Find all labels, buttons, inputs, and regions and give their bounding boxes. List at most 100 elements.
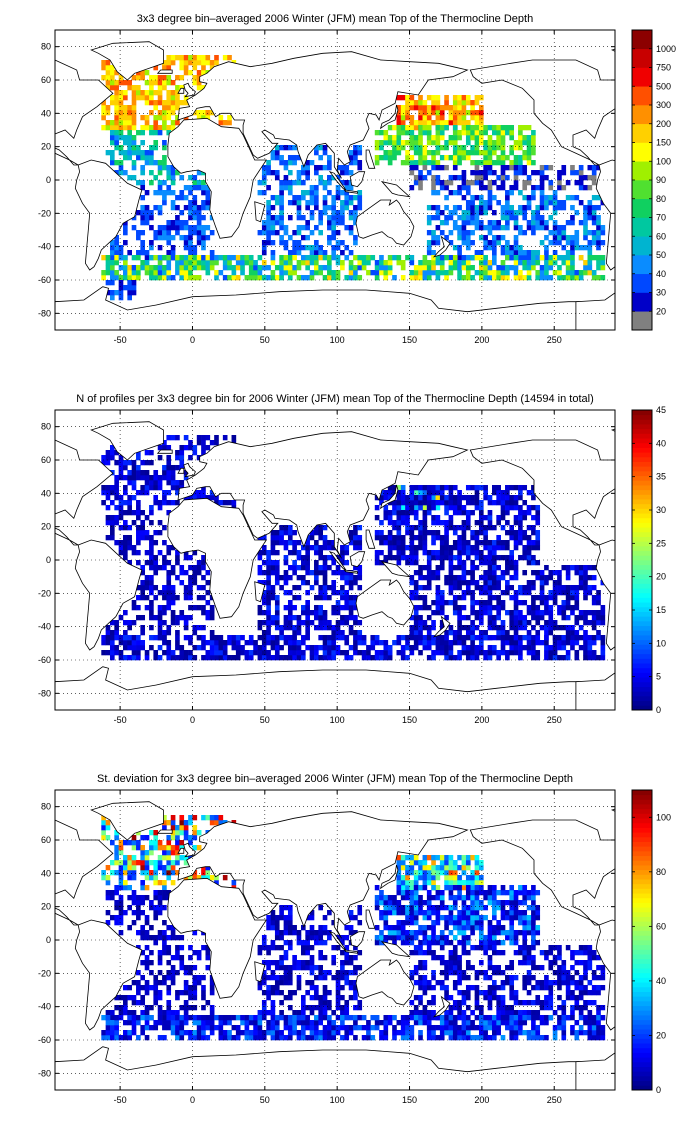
data-cell [109,620,115,626]
data-cell [118,495,124,501]
data-cell [131,470,137,476]
data-cell [274,200,280,206]
data-cell [149,130,154,136]
data-cell [470,530,475,536]
data-cell [379,255,384,261]
data-cell [400,520,406,526]
data-cell [179,815,185,821]
data-cell [444,935,449,941]
data-cell [465,235,471,241]
data-cell [496,540,501,546]
data-cell [105,290,111,296]
colorbar-label: 150 [656,138,671,148]
data-cell [136,540,141,546]
data-cell [292,200,297,206]
data-cell [118,90,124,96]
data-cell [305,265,310,271]
data-cell [383,645,389,651]
data-cell [483,545,488,551]
data-cell [474,860,480,866]
data-cell [465,615,471,621]
data-cell [144,655,150,661]
data-cell [175,490,180,496]
data-cell [123,285,128,291]
data-cell [374,260,380,266]
data-cell [123,865,128,871]
data-cell [348,610,354,616]
data-cell [461,95,467,101]
data-cell [535,225,541,231]
data-cell [149,560,154,566]
data-cell [478,95,484,101]
data-cell [565,565,571,571]
data-cell [300,580,306,586]
data-cell [431,600,436,606]
data-cell [162,560,167,566]
data-cell [314,185,319,191]
data-cell [457,510,462,516]
data-cell [409,880,415,886]
data-cell [496,555,501,561]
data-cell [201,635,206,641]
data-cell [461,180,467,186]
data-cell [422,575,428,581]
data-cell [127,120,132,126]
data-cell [448,180,454,186]
data-cell [340,250,345,256]
data-cell [127,560,132,566]
data-cell [188,205,193,211]
data-cell [444,180,449,186]
data-cell [149,540,154,546]
data-cell [331,275,337,281]
data-cell [409,485,415,491]
data-cell [405,910,410,916]
data-cell [149,225,154,231]
data-cell [109,80,115,86]
data-cell [418,625,423,631]
data-cell [431,905,436,911]
data-cell [413,895,419,901]
data-cell [201,655,206,661]
data-cell [387,895,393,901]
data-cell [418,630,423,636]
data-cell [348,530,354,536]
land-antarctica [575,672,615,710]
data-cell [205,650,211,656]
data-cell [331,210,337,216]
data-cell [209,645,215,651]
data-cell [322,205,328,211]
data-cell [114,905,119,911]
data-cell [500,145,506,151]
data-cell [557,575,562,581]
data-cell [557,175,562,181]
data-cell [474,540,480,546]
data-cell [175,640,180,646]
data-cell [465,135,471,141]
data-cell [422,900,428,906]
data-cell [140,520,146,526]
data-cell [461,155,467,161]
data-cell [379,640,384,646]
data-cell [192,625,198,631]
data-cell [435,180,441,186]
data-cell [531,140,536,146]
data-cell [396,650,402,656]
data-cell [496,500,501,506]
data-cell [192,550,198,556]
data-cell [539,165,545,171]
data-cell [557,180,562,186]
data-cell [426,900,432,906]
data-cell [287,605,293,611]
data-cell [544,575,549,581]
data-cell [461,230,467,236]
data-cell [457,95,462,101]
data-cell [583,265,588,271]
data-cell [149,565,154,571]
data-cell [435,875,441,881]
data-cell [405,640,410,646]
data-cell [552,210,558,216]
data-cell [231,270,237,276]
data-cell [118,280,124,286]
data-cell [496,890,501,896]
data-cell [452,155,458,161]
